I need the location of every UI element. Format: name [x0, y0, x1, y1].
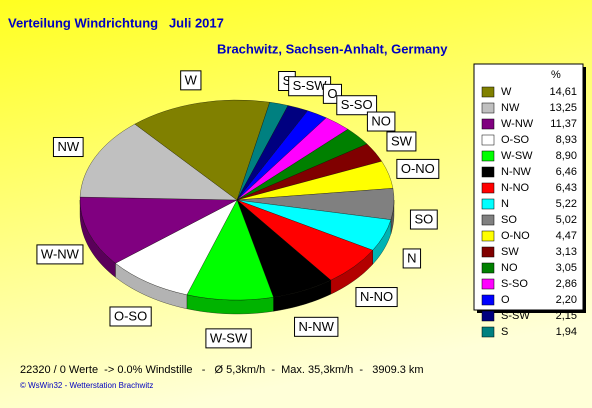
legend-label: S-SO — [501, 278, 528, 290]
slice-label-box — [52, 137, 84, 158]
legend-swatch — [481, 150, 495, 162]
slice-label-box — [386, 131, 417, 152]
chart-title: Verteilung Windrichtung Juli 2017 — [8, 15, 224, 30]
legend-label: N-NW — [501, 166, 532, 178]
slice-label-box — [355, 287, 398, 308]
legend-label: S-SW — [501, 310, 530, 322]
legend-label: W-NW — [501, 118, 534, 130]
legend-value: 4,47 — [556, 230, 577, 242]
legend-swatch — [481, 278, 495, 290]
legend-label: S — [501, 326, 508, 338]
footer: 22320 / 0 Werte -> 0.0% Windstille - Ø 5… — [20, 364, 424, 376]
slice-label-box — [205, 328, 252, 349]
legend-label: N-NO — [501, 182, 530, 194]
slice-label: O — [327, 86, 337, 101]
legend-label: O — [501, 294, 510, 306]
legend-swatch — [481, 230, 495, 242]
legend-label: N — [501, 198, 509, 210]
legend-label: SW — [501, 246, 519, 258]
legend-swatch — [481, 166, 495, 178]
legend-swatch — [481, 86, 495, 98]
legend-value: 6,43 — [556, 182, 577, 194]
legend-swatch — [481, 182, 495, 194]
slice-label: SO — [414, 211, 433, 226]
slice — [115, 199, 238, 295]
slice — [79, 123, 238, 201]
legend-value: 5,02 — [556, 214, 577, 226]
legend-value: 8,93 — [556, 134, 577, 146]
legend-label: NW — [501, 102, 520, 114]
legend-swatch — [481, 326, 495, 338]
legend-value: 6,46 — [556, 166, 577, 178]
slice-label-box — [396, 158, 440, 179]
legend-value: 2,20 — [556, 294, 577, 306]
slice-label: W — [185, 72, 198, 87]
legend-label: NO — [501, 262, 518, 274]
legend-value: 14,61 — [549, 86, 577, 98]
slice-label: NW — [57, 139, 79, 154]
slice-label: S-SO — [341, 97, 373, 112]
slice-label-box — [109, 306, 152, 327]
slice-label-box — [409, 209, 438, 230]
slice-label-box — [366, 111, 396, 132]
slice-label-box — [336, 95, 378, 116]
slice — [79, 196, 238, 264]
legend-value: 2,86 — [556, 278, 577, 290]
legend-swatch — [481, 118, 495, 130]
legend-value: 8,90 — [556, 150, 577, 162]
legend-header: % — [551, 69, 561, 81]
slice-label: S-SW — [293, 78, 328, 93]
legend-label: O-SO — [501, 134, 530, 146]
chart-subtitle: Brachwitz, Sachsen-Anhalt, Germany — [217, 41, 448, 56]
legend-label: SO — [501, 214, 517, 226]
slice-label: O-NO — [401, 161, 435, 176]
legend-value: 3,13 — [556, 246, 577, 258]
legend-value: 11,37 — [550, 118, 577, 130]
legend-label: W — [501, 86, 512, 98]
slice-label: W-SW — [210, 330, 248, 345]
legend-value: 13,25 — [549, 102, 577, 114]
legend-swatch — [481, 134, 495, 146]
slice-label: SW — [391, 133, 413, 148]
slice-label-box — [294, 316, 339, 337]
slice-label: NO — [371, 113, 391, 128]
slice-label: O-SO — [114, 308, 147, 323]
legend-value: 3,05 — [556, 262, 577, 274]
slice-label: N — [407, 250, 416, 265]
slice-label: N-NO — [360, 289, 393, 304]
legend-shadow — [477, 310, 586, 313]
slice-label: S — [283, 73, 292, 88]
legend-swatch — [481, 102, 495, 114]
slice — [134, 99, 270, 201]
legend-value: 5,22 — [556, 198, 577, 210]
slice — [186, 199, 274, 301]
credit: © WsWin32 - Wetterstation Brachwitz — [20, 381, 153, 390]
slice-label-box — [180, 70, 202, 91]
slice-label: W-NW — [41, 246, 80, 261]
legend-swatch — [481, 198, 495, 210]
legend-swatch — [481, 294, 495, 306]
legend-swatch — [481, 246, 495, 258]
slice-label-box — [402, 248, 422, 269]
legend-swatch — [481, 310, 495, 322]
legend-label: O-NO — [501, 230, 530, 242]
legend-shadow — [583, 67, 586, 313]
legend-swatch — [481, 214, 495, 226]
slice-label-box — [36, 244, 84, 265]
legend-label: W-SW — [501, 150, 533, 162]
slice-label: N-NW — [299, 319, 335, 334]
legend-swatch — [481, 262, 495, 274]
legend-value: 2,15 — [556, 310, 577, 322]
legend-value: 1,94 — [556, 326, 577, 338]
